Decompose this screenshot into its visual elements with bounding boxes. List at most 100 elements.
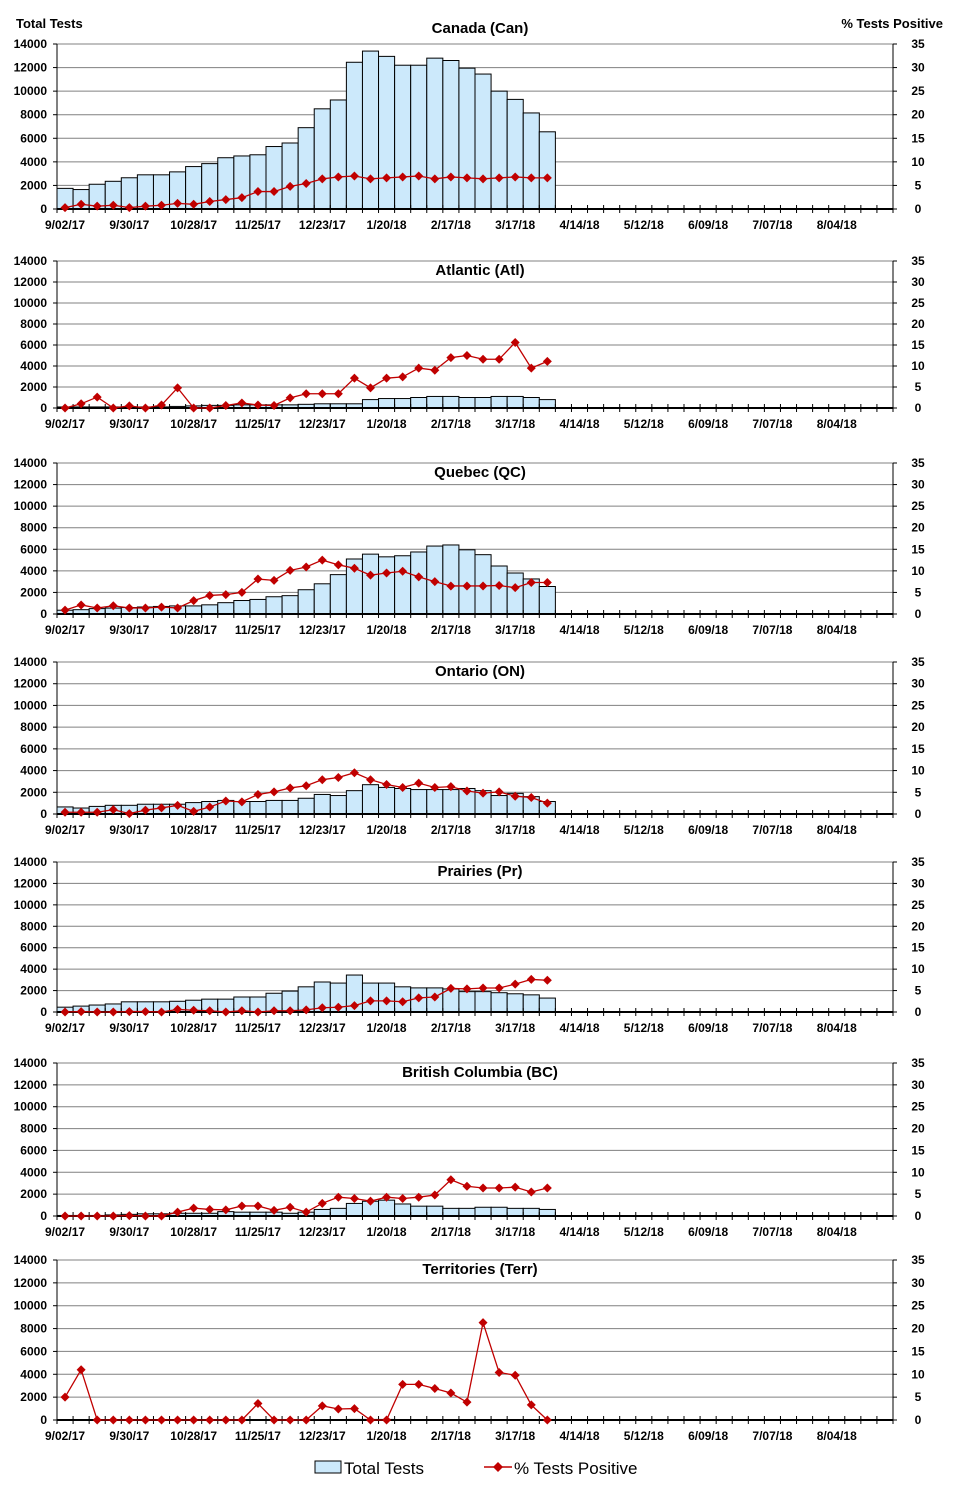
x-tick-label: 8/04/18 [817, 417, 857, 431]
y-tick-label: 10000 [14, 898, 48, 912]
x-tick-label: 9/02/17 [45, 1429, 85, 1443]
pct-positive-marker [302, 781, 311, 790]
y2-tick-label: 20 [911, 317, 925, 331]
x-tick-label: 4/14/18 [559, 218, 599, 232]
pct-positive-marker [302, 389, 311, 398]
y2-tick-label: 25 [911, 1100, 925, 1114]
pct-positive-marker [446, 1389, 455, 1398]
bar [395, 556, 411, 614]
y2-tick-label: 20 [911, 1122, 925, 1136]
pct-positive-marker [109, 404, 118, 413]
y2-tick-label: 30 [911, 876, 925, 890]
x-tick-label: 7/07/18 [752, 1225, 792, 1239]
pct-positive-marker [205, 1205, 214, 1214]
x-tick-label: 5/12/18 [624, 417, 664, 431]
panel-1: 0200040006000800010000120001400005101520… [14, 254, 925, 431]
x-tick-label: 6/09/18 [688, 623, 728, 637]
bar [427, 396, 443, 408]
bar [362, 785, 378, 814]
bar [379, 399, 395, 408]
left-axis-title: Total Tests [16, 16, 83, 31]
y2-tick-label: 15 [911, 131, 925, 145]
y-tick-label: 0 [40, 1005, 47, 1019]
y-tick-label: 14000 [14, 37, 48, 51]
pct-positive-marker [511, 1183, 520, 1192]
x-tick-label: 10/28/17 [170, 1225, 217, 1239]
x-tick-label: 5/12/18 [624, 218, 664, 232]
panel-title: Prairies (Pr) [437, 863, 522, 880]
x-tick-label: 9/02/17 [45, 623, 85, 637]
bar [411, 552, 427, 614]
y-tick-label: 12000 [14, 478, 48, 492]
y2-tick-label: 0 [915, 202, 922, 216]
pct-positive-marker [350, 768, 359, 777]
x-tick-label: 12/23/17 [299, 1429, 346, 1443]
y-tick-label: 2000 [20, 1390, 47, 1404]
x-tick-label: 2/17/18 [431, 417, 471, 431]
y-tick-label: 14000 [14, 655, 48, 669]
y-tick-label: 2000 [20, 178, 47, 192]
y2-tick-label: 30 [911, 677, 925, 691]
bar [491, 796, 507, 814]
x-tick-label: 8/04/18 [817, 823, 857, 837]
panel-5: 0200040006000800010000120001400005101520… [14, 1056, 925, 1239]
legend-bar-label: Total Tests [344, 1459, 424, 1478]
bar [314, 584, 330, 614]
y-tick-label: 12000 [14, 876, 48, 890]
y2-tick-label: 35 [911, 1056, 925, 1070]
pct-positive-marker [125, 1416, 134, 1425]
pct-positive-marker [61, 1393, 70, 1402]
x-tick-label: 1/20/18 [367, 1021, 407, 1035]
y2-tick-label: 30 [911, 61, 925, 75]
x-tick-label: 9/02/17 [45, 1225, 85, 1239]
bar [218, 603, 234, 614]
x-tick-label: 8/04/18 [817, 623, 857, 637]
y2-tick-label: 35 [911, 655, 925, 669]
y2-tick-label: 35 [911, 254, 925, 268]
pct-positive-marker [350, 1404, 359, 1413]
legend-line-label: % Tests Positive [514, 1459, 637, 1478]
y-tick-label: 12000 [14, 61, 48, 75]
x-tick-label: 9/02/17 [45, 823, 85, 837]
x-tick-label: 12/23/17 [299, 417, 346, 431]
pct-positive-marker [318, 389, 327, 398]
bar [427, 1206, 443, 1216]
bar [491, 993, 507, 1012]
x-tick-label: 7/07/18 [752, 623, 792, 637]
x-tick-label: 6/09/18 [688, 1225, 728, 1239]
bar [523, 1208, 539, 1216]
y2-tick-label: 35 [911, 1253, 925, 1267]
x-tick-label: 8/04/18 [817, 1021, 857, 1035]
pct-positive-marker [382, 374, 391, 383]
bar [443, 545, 459, 614]
y-tick-label: 14000 [14, 254, 48, 268]
y-tick-label: 14000 [14, 1056, 48, 1070]
y2-tick-label: 0 [915, 1209, 922, 1223]
y-tick-label: 12000 [14, 1276, 48, 1290]
y-tick-label: 4000 [20, 564, 47, 578]
pct-positive-marker [125, 1211, 134, 1220]
y2-tick-label: 25 [911, 1299, 925, 1313]
y2-tick-label: 30 [911, 478, 925, 492]
x-tick-label: 10/28/17 [170, 823, 217, 837]
x-tick-label: 4/14/18 [559, 623, 599, 637]
y-tick-label: 4000 [20, 359, 47, 373]
x-tick-label: 1/20/18 [367, 417, 407, 431]
y-tick-label: 6000 [20, 1143, 47, 1157]
y2-tick-label: 20 [911, 1322, 925, 1336]
y-tick-label: 12000 [14, 1078, 48, 1092]
x-tick-label: 2/17/18 [431, 623, 471, 637]
bar [362, 400, 378, 408]
y-tick-label: 8000 [20, 521, 47, 535]
y2-tick-label: 15 [911, 742, 925, 756]
y2-tick-label: 10 [911, 1165, 925, 1179]
x-tick-label: 12/23/17 [299, 823, 346, 837]
y2-tick-label: 25 [911, 499, 925, 513]
pct-positive-marker [350, 1194, 359, 1203]
bar [395, 1204, 411, 1216]
x-tick-label: 9/30/17 [109, 218, 149, 232]
x-tick-label: 4/14/18 [559, 823, 599, 837]
y-tick-label: 10000 [14, 296, 48, 310]
y2-tick-label: 35 [911, 855, 925, 869]
pct-positive-marker [414, 779, 423, 788]
